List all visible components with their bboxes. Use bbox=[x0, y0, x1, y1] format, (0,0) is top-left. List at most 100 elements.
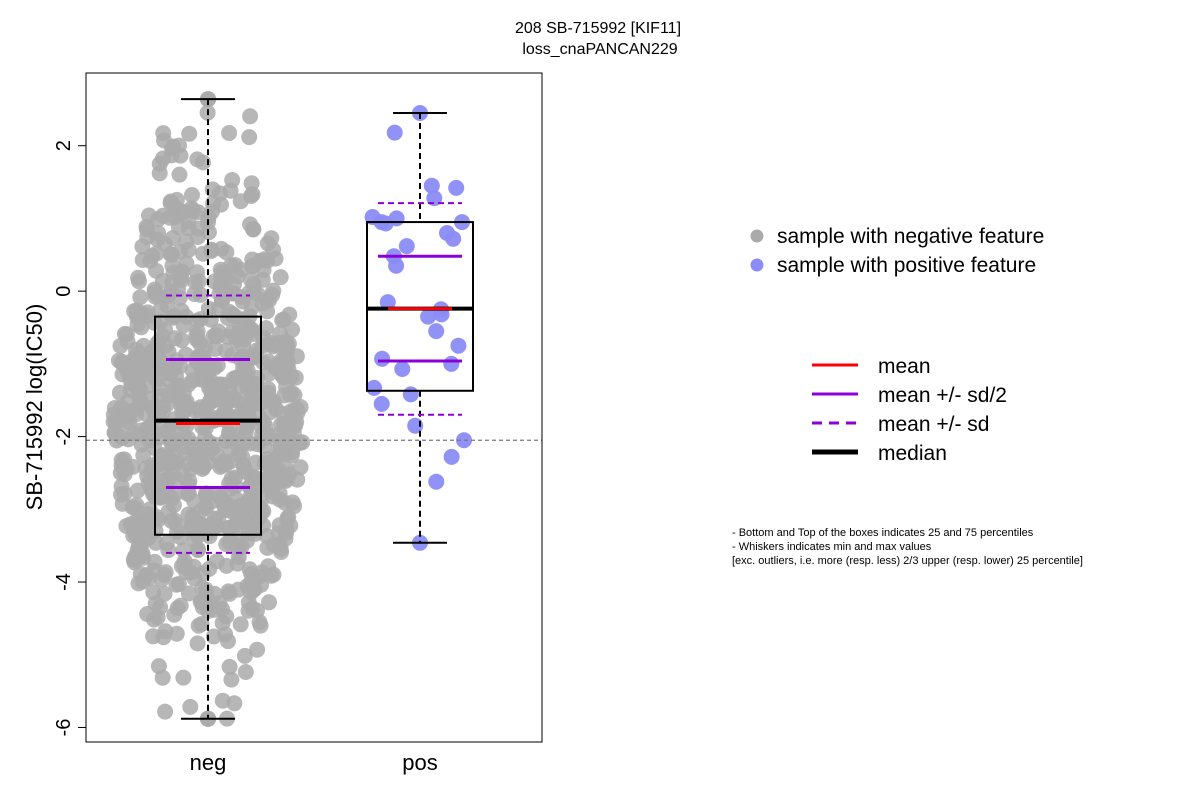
sample-point-neg bbox=[230, 549, 247, 566]
sample-point-neg bbox=[281, 428, 297, 445]
sample-point-neg bbox=[208, 553, 225, 570]
legend-point-label: sample with positive feature bbox=[777, 254, 1036, 277]
sample-point-neg bbox=[189, 635, 206, 652]
sample-point-neg bbox=[239, 504, 256, 521]
sample-point-neg bbox=[113, 486, 129, 503]
sample-point-neg bbox=[192, 311, 209, 328]
sample-point-neg bbox=[239, 362, 256, 379]
sample-point-neg bbox=[169, 600, 186, 617]
sample-point-neg bbox=[118, 326, 135, 343]
sample-point-neg bbox=[131, 273, 147, 290]
axes: neg pos -6 -4 -2 0 2 bbox=[53, 140, 438, 775]
sample-point-neg bbox=[161, 470, 178, 487]
sample-point-neg bbox=[241, 561, 258, 578]
sample-point-neg bbox=[170, 219, 187, 236]
sample-point-neg bbox=[201, 528, 218, 545]
sample-point-pos bbox=[423, 177, 440, 194]
sample-point-neg bbox=[173, 558, 190, 575]
sample-point-neg bbox=[234, 449, 251, 465]
sample-point-pos bbox=[443, 448, 460, 465]
sample-point-neg bbox=[164, 246, 181, 263]
sample-point-neg bbox=[270, 448, 287, 465]
sample-point-neg bbox=[223, 470, 240, 487]
sample-point-pos bbox=[448, 179, 465, 196]
sample-point-neg bbox=[150, 658, 167, 675]
sample-point-neg bbox=[145, 584, 162, 601]
sample-point-neg bbox=[170, 576, 187, 592]
legend-line-label: median bbox=[878, 442, 947, 465]
box-pos bbox=[366, 221, 474, 392]
sample-point-neg bbox=[259, 235, 276, 252]
sample-point-neg bbox=[128, 302, 145, 319]
sample-point-neg bbox=[156, 488, 172, 504]
sample-point-neg bbox=[264, 488, 281, 505]
y-axis-label: SB-715992 log(IC50) bbox=[22, 304, 47, 511]
sample-point-neg bbox=[219, 328, 236, 345]
sample-point-neg bbox=[149, 609, 166, 626]
sample-point-neg bbox=[244, 251, 261, 268]
notes: - Bottom and Top of the boxes indicates … bbox=[732, 527, 1083, 567]
sample-point-neg bbox=[138, 221, 155, 238]
sample-point-neg bbox=[193, 616, 210, 632]
sample-point-neg bbox=[271, 517, 288, 534]
sample-point-neg bbox=[260, 353, 277, 370]
x-tick-label-neg: neg bbox=[190, 750, 227, 775]
sample-point-neg bbox=[117, 406, 134, 423]
y-tick-label: 2 bbox=[53, 140, 75, 151]
sample-point-pos bbox=[388, 257, 405, 274]
sample-point-neg bbox=[139, 468, 156, 484]
sample-point-neg bbox=[286, 498, 303, 515]
sample-point-neg bbox=[155, 629, 172, 646]
box-neg bbox=[154, 315, 262, 536]
sample-point-pos bbox=[420, 308, 437, 325]
sample-point-pos bbox=[373, 395, 390, 412]
sample-point-neg bbox=[191, 454, 207, 471]
y-tick-label: -6 bbox=[53, 719, 75, 737]
sample-point-neg bbox=[189, 323, 206, 340]
chart-title-line-2: loss_cnaPANCAN229 bbox=[522, 41, 677, 58]
sample-point-neg bbox=[221, 125, 238, 141]
sample-point-neg bbox=[192, 503, 209, 520]
sample-point-neg bbox=[284, 444, 301, 461]
y-tick-label: -2 bbox=[53, 428, 75, 446]
sample-point-neg bbox=[191, 402, 208, 419]
sample-point-pos bbox=[428, 323, 445, 340]
sample-point-neg bbox=[190, 220, 207, 237]
sample-point-neg bbox=[272, 269, 289, 286]
note-line: [exc. outliers, i.e. more (resp. less) 2… bbox=[732, 555, 1083, 567]
sample-point-neg bbox=[215, 496, 232, 512]
legend-line-label: mean +/- sd bbox=[878, 413, 989, 436]
note-line: - Whiskers indicates min and max values bbox=[732, 541, 932, 553]
sample-point-pos bbox=[450, 337, 467, 354]
sample-point-neg bbox=[152, 301, 169, 317]
sample-point-neg bbox=[151, 155, 168, 172]
sample-point-neg bbox=[187, 274, 204, 291]
sample-point-neg bbox=[138, 406, 155, 422]
sample-point-neg bbox=[272, 325, 289, 342]
sample-point-neg bbox=[183, 200, 200, 217]
sample-point-neg bbox=[168, 625, 185, 642]
sample-point-neg bbox=[236, 647, 253, 664]
sample-point-neg bbox=[237, 664, 254, 680]
sample-point-neg bbox=[189, 541, 206, 557]
legend-point-marker bbox=[750, 229, 764, 243]
sample-point-neg bbox=[273, 367, 290, 383]
sample-point-neg bbox=[215, 453, 232, 470]
sample-point-neg bbox=[148, 262, 165, 279]
sample-point-neg bbox=[212, 185, 228, 202]
sample-point-neg bbox=[146, 553, 163, 570]
legend-point-label: sample with negative feature bbox=[777, 225, 1044, 248]
sample-point-neg bbox=[242, 380, 259, 397]
sample-point-neg bbox=[247, 454, 264, 471]
sample-point-neg bbox=[158, 396, 175, 413]
box-marks bbox=[86, 98, 542, 720]
sample-point-neg bbox=[127, 526, 144, 543]
sample-point-neg bbox=[182, 698, 199, 715]
sample-point-neg bbox=[157, 564, 174, 581]
sample-point-neg bbox=[133, 351, 150, 367]
sample-point-neg bbox=[241, 129, 258, 146]
sample-point-neg bbox=[239, 402, 256, 419]
sample-point-neg bbox=[218, 608, 235, 625]
sample-point-neg bbox=[228, 515, 245, 531]
